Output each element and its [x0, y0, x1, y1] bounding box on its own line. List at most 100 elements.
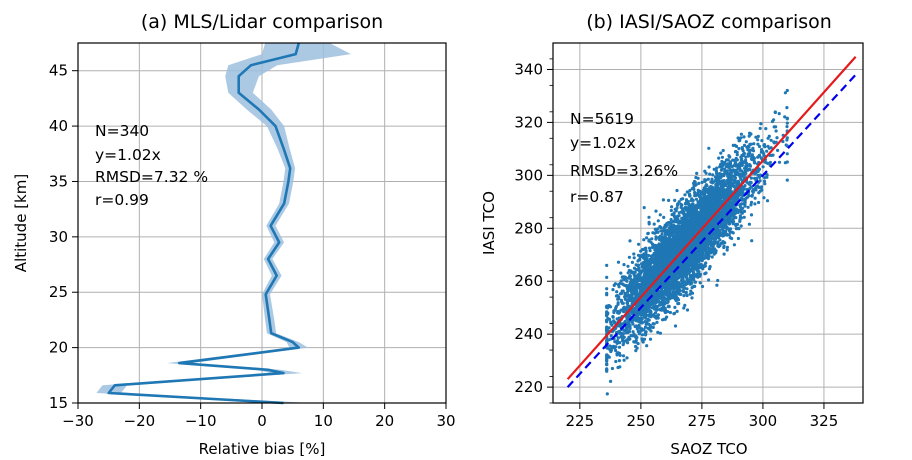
scatter-point [758, 126, 762, 130]
scatter-point [756, 138, 760, 142]
scatter-point [658, 331, 663, 335]
scatter-point [638, 269, 642, 273]
scatter-point [659, 261, 663, 265]
scatter-point [635, 335, 639, 340]
scatter-point [689, 198, 693, 203]
scatter-point [756, 169, 760, 173]
scatter-point [749, 200, 754, 204]
scatter-point [742, 215, 746, 219]
scatter-point [675, 203, 680, 207]
scatter-point [675, 188, 679, 193]
scatter-point [666, 299, 670, 303]
scatter-point [649, 254, 654, 258]
scatter-point [670, 205, 674, 209]
scatter-point [636, 263, 641, 267]
scatter-point [650, 325, 654, 329]
y-tick-label: 25 [49, 283, 68, 301]
scatter-point [619, 271, 623, 275]
scatter-point [750, 153, 755, 157]
scatter-point [731, 158, 735, 162]
scatter-point [672, 213, 676, 217]
scatter-point [785, 152, 789, 156]
scatter-point [673, 324, 678, 328]
scatter-point [687, 224, 691, 228]
scatter-point [734, 157, 739, 161]
scatter-point [629, 334, 633, 338]
scatter-point [751, 149, 756, 153]
scatter-point [740, 153, 744, 158]
scatter-point [651, 243, 655, 247]
scatter-point [688, 292, 692, 296]
scatter-point [672, 211, 676, 215]
scatter-point [634, 263, 638, 267]
scatter-point [712, 252, 716, 256]
scatter-point [679, 202, 683, 206]
scatter-point [673, 207, 677, 211]
scatter-point [765, 199, 770, 203]
panel-a-ticks [72, 70, 447, 409]
scatter-point [637, 258, 641, 262]
scatter-point [648, 246, 652, 250]
scatter-point [668, 240, 672, 244]
y-tick-label: 15 [49, 394, 68, 412]
scatter-point [690, 296, 694, 300]
scatter-point [695, 171, 699, 175]
scatter-point [605, 392, 609, 396]
panel-a-title: (a) MLS/Lidar comparison [141, 11, 383, 33]
scatter-point [693, 273, 698, 277]
scatter-point [626, 288, 631, 292]
scatter-point [617, 359, 622, 363]
scatter-point [734, 227, 739, 231]
scatter-point [635, 346, 639, 350]
scatter-point [700, 180, 704, 184]
scatter-point [723, 221, 727, 225]
scatter-point [747, 145, 751, 149]
scatter-point [615, 290, 619, 294]
scatter-point [742, 151, 747, 156]
scatter-point [719, 175, 723, 179]
panel-b-scatter-points [605, 88, 789, 396]
scatter-point [683, 303, 687, 307]
scatter-point [647, 322, 651, 326]
scatter-point [626, 331, 630, 335]
scatter-point [737, 147, 741, 151]
scatter-point [706, 177, 710, 181]
scatter-point [783, 91, 788, 95]
scatter-point [679, 233, 684, 237]
scatter-point [638, 279, 642, 283]
scatter-point [618, 365, 622, 369]
scatter-point [735, 153, 739, 157]
scatter-point [777, 112, 781, 116]
scatter-point [753, 202, 757, 206]
scatter-point [747, 222, 752, 226]
scatter-point [605, 275, 609, 279]
scatter-point [626, 317, 630, 321]
scatter-point [642, 268, 646, 273]
scatter-point [612, 283, 616, 287]
scatter-point [609, 322, 613, 326]
scatter-point [609, 334, 613, 338]
scatter-point [710, 244, 715, 248]
scatter-point [626, 264, 630, 268]
scatter-point [748, 131, 752, 135]
scatter-point [625, 328, 629, 332]
scatter-point [766, 136, 770, 140]
scatter-point [653, 248, 657, 252]
scatter-point [720, 155, 725, 159]
scatter-point [757, 144, 762, 149]
scatter-point [731, 219, 735, 223]
scatter-point [619, 279, 623, 283]
scatter-point [749, 176, 754, 180]
scatter-point [609, 348, 614, 352]
scatter-point [698, 211, 702, 215]
scatter-point [605, 310, 609, 314]
scatter-point [684, 290, 688, 295]
x-tick-label: 0 [257, 412, 267, 430]
scatter-point [746, 163, 750, 168]
scatter-point [717, 180, 722, 184]
y-tick-label: 30 [49, 228, 68, 246]
scatter-point [704, 171, 708, 175]
scatter-point [733, 177, 737, 181]
scatter-point [740, 147, 745, 151]
